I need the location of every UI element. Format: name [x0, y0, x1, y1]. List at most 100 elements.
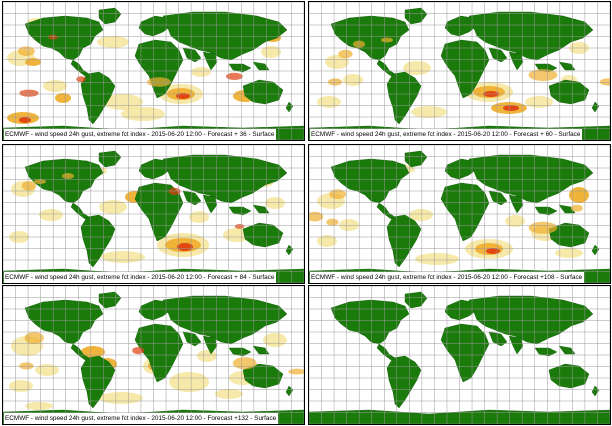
- continent: [404, 150, 428, 168]
- gust-index-cell: [555, 248, 583, 258]
- gust-index-cell: [99, 200, 127, 214]
- gust-index-cell: [99, 392, 143, 404]
- world-map: [3, 145, 304, 283]
- panel-caption: ECMWF - wind speed 24h gust, extreme fct…: [4, 413, 279, 424]
- gust-index-cell: [9, 380, 33, 392]
- continent: [488, 190, 508, 206]
- continent: [252, 204, 270, 214]
- gust-index-cell: [325, 55, 349, 69]
- continent: [182, 190, 202, 206]
- gust-index-field: [9, 167, 285, 263]
- gust-index-cell: [169, 372, 209, 392]
- continent: [386, 214, 422, 268]
- gust-index-cell: [503, 105, 519, 111]
- continent: [386, 71, 422, 125]
- continent: [534, 206, 558, 216]
- gust-index-cell: [343, 74, 363, 86]
- gust-index-cell: [19, 89, 39, 97]
- continent: [202, 194, 218, 214]
- continent: [404, 7, 428, 25]
- continent: [508, 194, 524, 214]
- panel-caption: ECMWF - wind speed 24h gust, extreme fct…: [4, 129, 277, 140]
- continent: [534, 347, 558, 357]
- continent: [440, 182, 490, 242]
- gust-index-cell: [189, 211, 209, 223]
- gust-index-cell: [226, 72, 243, 80]
- world-map: [3, 2, 304, 140]
- continent: [404, 291, 428, 309]
- gust-index-cell: [569, 187, 589, 203]
- gust-index-cell: [261, 46, 281, 58]
- gust-index-land-overlay: [309, 189, 583, 234]
- continent: [134, 39, 184, 99]
- map-panel-6: [308, 285, 611, 425]
- map-panel-3: ECMWF - wind speed 24h gust, extreme fct…: [2, 144, 305, 284]
- continent: [508, 51, 524, 71]
- gust-index-cell: [505, 215, 525, 227]
- panel-caption: ECMWF - wind speed 24h gust, extreme fct…: [310, 272, 585, 283]
- continent: [488, 331, 508, 347]
- graticule: [309, 286, 610, 424]
- gust-index-cell: [329, 189, 346, 199]
- graticule: [309, 145, 610, 283]
- gust-index-land-overlay: [18, 34, 243, 97]
- graticule: [3, 2, 304, 140]
- continent: [330, 299, 410, 345]
- continent: [488, 47, 508, 63]
- gust-index-cell: [234, 224, 245, 229]
- gust-index-cell: [528, 221, 558, 234]
- gust-index-cell: [55, 93, 71, 103]
- gust-index-cell: [43, 80, 67, 92]
- gust-index-cell: [21, 181, 37, 191]
- gust-index-cell: [35, 364, 59, 376]
- continent: [558, 345, 576, 355]
- continent: [24, 15, 104, 61]
- continent: [202, 335, 218, 355]
- gust-index-cell: [327, 78, 343, 86]
- continent: [80, 71, 116, 125]
- map-panel-5: ECMWF - wind speed 24h gust, extreme fct…: [2, 285, 305, 425]
- graticule: [3, 145, 304, 283]
- gust-index-land-overlay: [327, 37, 610, 86]
- continent: [252, 61, 270, 71]
- gust-index-cell: [34, 179, 46, 184]
- panel-caption: ECMWF - wind speed 24h gust, extreme fct…: [310, 129, 583, 140]
- gust-index-cell: [62, 173, 74, 179]
- graticule: [3, 286, 304, 424]
- gust-index-cell: [101, 251, 145, 263]
- gust-index-cell: [288, 368, 304, 375]
- gust-index-cell: [18, 46, 35, 56]
- graticule: [309, 2, 610, 140]
- continent: [182, 331, 202, 347]
- continent: [252, 345, 270, 355]
- gust-index-cell: [338, 49, 353, 59]
- gust-index-cell: [415, 253, 459, 265]
- gust-index-cell: [24, 332, 44, 344]
- gust-index-cell: [265, 197, 285, 209]
- gust-index-cell: [103, 94, 143, 110]
- gust-index-cell: [168, 187, 181, 195]
- gust-index-cell: [132, 347, 145, 355]
- map-panel-2: ECMWF - wind speed 24h gust, extreme fct…: [308, 1, 611, 141]
- gust-index-cell: [232, 357, 257, 370]
- map-panel-4: ECMWF - wind speed 24h gust, extreme fct…: [308, 144, 611, 284]
- continent: [228, 63, 252, 73]
- continent: [98, 7, 122, 25]
- gust-index-cell: [409, 209, 433, 221]
- continent: [80, 355, 116, 409]
- land-masses: [309, 7, 610, 140]
- gust-index-cell: [19, 362, 34, 370]
- gust-index-cell: [25, 402, 53, 410]
- continent: [134, 182, 184, 242]
- gust-index-cell: [599, 78, 610, 86]
- world-map: [309, 286, 610, 424]
- continent: [440, 323, 490, 383]
- gust-index-cell: [411, 106, 447, 118]
- continent: [558, 61, 576, 71]
- gust-index-cell: [317, 235, 337, 247]
- gust-index-field: [7, 18, 281, 124]
- continent: [440, 39, 490, 99]
- continent: [508, 335, 524, 355]
- gust-index-cell: [326, 218, 339, 226]
- continent: [98, 291, 122, 309]
